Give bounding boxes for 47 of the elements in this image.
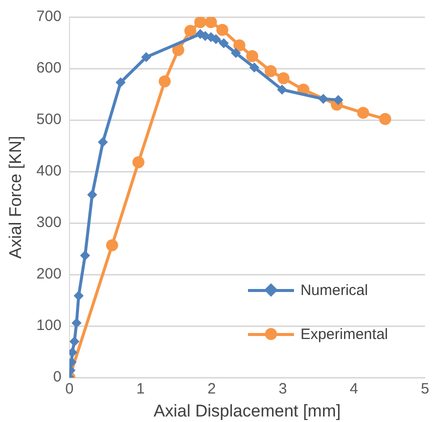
y-tick-label: 500 [36,111,62,128]
point [80,250,90,261]
y-tick-label: 100 [36,317,62,334]
x-tick-label: 0 [65,380,74,398]
y-tick-label: 400 [36,162,62,180]
point [87,190,98,200]
point [210,34,221,44]
point [141,52,152,62]
point [357,106,370,119]
point [230,48,241,58]
point [72,318,82,328]
point [277,72,290,84]
x-axis-title: Axial Displacement [mm] [154,401,341,420]
point [204,17,217,28]
x-tick-label: 3 [278,380,287,398]
point [216,24,228,36]
y-tick-label: 200 [36,266,62,283]
point [318,94,328,104]
y-tick-label: 600 [36,60,62,77]
point [116,77,126,88]
y-tick-label: 700 [36,8,62,26]
x-tick-label: 2 [207,380,216,398]
point [69,336,80,347]
point [333,94,344,105]
y-tick-label: 300 [36,214,62,232]
point [132,156,144,168]
x-tick-label: 4 [350,380,358,398]
point [218,38,229,48]
point [184,24,196,37]
point [172,44,184,56]
point [98,137,108,148]
point [379,113,392,125]
point [106,239,118,252]
point [264,65,277,78]
point [74,290,84,301]
point [194,17,206,28]
y-tick-label: 0 [53,368,62,386]
legend-label: Numerical [300,282,368,298]
point [246,50,258,62]
x-tick-label: 5 [420,380,430,398]
point [249,62,260,72]
y-axis-title: Axial Force [KN] [6,136,25,259]
legend-label: Experimental [300,326,388,342]
point [233,39,246,52]
point [277,84,288,95]
point [158,75,171,88]
x-tick-label: 1 [136,380,145,398]
